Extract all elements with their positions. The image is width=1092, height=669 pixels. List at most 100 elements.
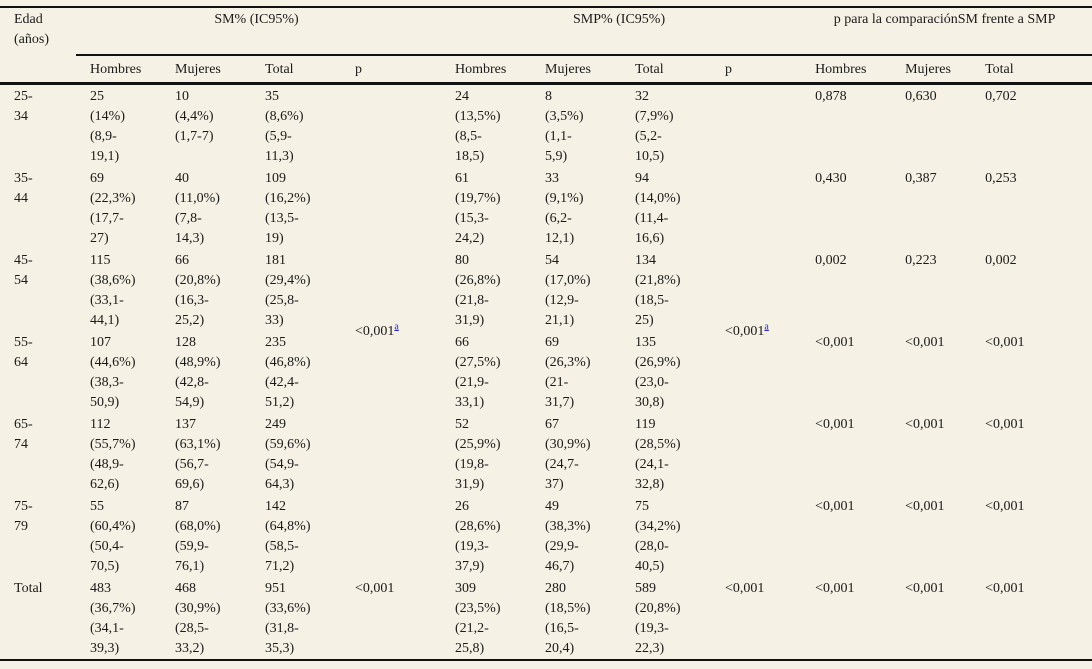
smp-total-cell: 119 (28,5%) (24,1- 32,8) <box>635 417 681 492</box>
p-smp-value: <0,001 <box>725 324 765 339</box>
age-cell: 75- 79 <box>14 499 33 534</box>
p-sm-value: <0,001 <box>355 324 395 339</box>
sm-hombres-cell: 115 (38,6%) (33,1- 44,1) <box>90 253 136 328</box>
table-row-45-54: 45- 54 115 (38,6%) (33,1- 44,1) 66 (20,8… <box>0 249 1092 331</box>
p-sm-total-cell: <0,001 <box>341 577 442 661</box>
header-group-row: Edad (años) SM% (IC95%) SMP% (IC95%) p p… <box>0 7 1092 85</box>
age-column-header: Edad (años) <box>0 7 76 85</box>
sm-p-header: p <box>341 55 442 85</box>
smp-hombres-cell: 309 (23,5%) (21,2- 25,8) <box>441 577 532 661</box>
pcomp-hombres-cell: <0,001 <box>815 335 855 350</box>
age-cell: 45- 54 <box>14 253 33 288</box>
smp-total-cell: 94 (14,0%) (11,4- 16,6) <box>635 171 681 246</box>
smp-total-cell: 589 (20,8%) (19,3- 22,3) <box>621 577 712 661</box>
p-sm-merged-cell: <0,001a <box>341 84 441 578</box>
smp-total-cell: 134 (21,8%) (18,5- 25) <box>635 253 681 328</box>
sm-group-header: SM% (IC95%) <box>76 7 442 56</box>
pcomp-hombres-cell: <0,001 <box>815 417 855 432</box>
sm-total-cell: 109 (16,2%) (13,5- 19) <box>265 171 311 246</box>
smp-mujeres-cell: 54 (17,0%) (12,9- 21,1) <box>545 253 591 328</box>
smp-hombres-cell: 26 (28,6%) (19,3- 37,9) <box>455 499 501 574</box>
smp-group-header: SMP% (IC95%) <box>441 7 802 56</box>
age-cell: Total <box>0 577 76 661</box>
comparison-group-header: p para la comparaciónSM frente a SMP <box>801 7 1092 56</box>
pcomp-total-cell: <0,001 <box>971 577 1092 661</box>
sm-mujeres-header: Mujeres <box>161 55 251 85</box>
pcomp-hombres-cell: <0,001 <box>801 577 892 661</box>
comp-total-header: Total <box>971 55 1092 85</box>
table-row-75-79: 75- 79 55 (60,4%) (50,4- 70,5) 87 (68,0%… <box>0 495 1092 577</box>
sm-hombres-cell: 25 (14%) (8,9- 19,1) <box>90 89 125 164</box>
age-cell: 65- 74 <box>14 417 33 452</box>
pcomp-mujeres-cell: <0,001 <box>891 577 972 661</box>
pcomp-mujeres-cell: <0,001 <box>905 335 945 350</box>
pcomp-total-cell: <0,001 <box>985 499 1025 514</box>
header-sub-row: Hombres Mujeres Total p Hombres Mujeres … <box>0 55 1092 85</box>
smp-mujeres-cell: 69 (26,3%) (21- 31,7) <box>545 335 591 410</box>
sm-mujeres-cell: 40 (11,0%) (7,8- 14,3) <box>175 171 220 246</box>
sm-hombres-cell: 69 (22,3%) (17,7- 27) <box>90 171 136 246</box>
pcomp-mujeres-cell: 0,387 <box>905 171 937 186</box>
sm-mujeres-cell: 10 (4,4%) (1,7-7) <box>175 89 214 144</box>
pcomp-total-cell: 0,253 <box>985 171 1017 186</box>
sm-total-cell: 181 (29,4%) (25,8- 33) <box>265 253 311 328</box>
p-smp-merged-cell: <0,001a <box>711 84 801 578</box>
p-smp-total-cell: <0,001 <box>711 577 802 661</box>
age-cell: 55- 64 <box>14 335 33 370</box>
smp-mujeres-cell: 67 (30,9%) (24,7- 37) <box>545 417 591 492</box>
smp-hombres-cell: 66 (27,5%) (21,9- 33,1) <box>455 335 501 410</box>
footnote-a-link[interactable]: a <box>764 321 769 333</box>
pcomp-total-cell: <0,001 <box>985 417 1025 432</box>
sm-mujeres-cell: 128 (48,9%) (42,8- 54,9) <box>175 335 221 410</box>
sm-hombres-cell: 483 (36,7%) (34,1- 39,3) <box>76 577 161 661</box>
pcomp-hombres-cell: 0,878 <box>815 89 847 104</box>
smp-hombres-cell: 52 (25,9%) (19,8- 31,9) <box>455 417 501 492</box>
smp-hombres-cell: 24 (13,5%) (8,5- 18,5) <box>455 89 501 164</box>
sm-mujeres-cell: 66 (20,8%) (16,3- 25,2) <box>175 253 221 328</box>
table-row-total: Total 483 (36,7%) (34,1- 39,3) 468 (30,9… <box>0 577 1092 661</box>
smp-mujeres-cell: 33 (9,1%) (6,2- 12,1) <box>545 171 584 246</box>
smp-hombres-header: Hombres <box>441 55 532 85</box>
pcomp-mujeres-cell: <0,001 <box>905 499 945 514</box>
smp-p-header: p <box>711 55 802 85</box>
smp-total-cell: 135 (26,9%) (23,0- 30,8) <box>635 335 681 410</box>
sm-hombres-cell: 112 (55,7%) (48,9- 62,6) <box>90 417 136 492</box>
smp-total-cell: 32 (7,9%) (5,2- 10,5) <box>635 89 674 164</box>
smp-hombres-cell: 80 (26,8%) (21,8- 31,9) <box>455 253 501 328</box>
data-table: Edad (años) SM% (IC95%) SMP% (IC95%) p p… <box>0 6 1092 661</box>
sm-total-cell: 951 (33,6%) (31,8- 35,3) <box>251 577 341 661</box>
footnote-a-link[interactable]: a <box>394 321 399 333</box>
smp-total-cell: 75 (34,2%) (28,0- 40,5) <box>635 499 681 574</box>
sm-total-cell: 35 (8,6%) (5,9- 11,3) <box>265 89 304 164</box>
sm-mujeres-cell: 137 (63,1%) (56,7- 69,6) <box>175 417 221 492</box>
smp-mujeres-cell: 49 (38,3%) (29,9- 46,7) <box>545 499 591 574</box>
sm-hombres-header: Hombres <box>76 55 161 85</box>
sm-total-header: Total <box>251 55 341 85</box>
pcomp-mujeres-cell: 0,630 <box>905 89 937 104</box>
pcomp-hombres-cell: 0,430 <box>815 171 847 186</box>
table-row-65-74: 65- 74 112 (55,7%) (48,9- 62,6) 137 (63,… <box>0 413 1092 495</box>
pcomp-hombres-cell: <0,001 <box>815 499 855 514</box>
pcomp-total-cell: 0,002 <box>985 253 1017 268</box>
pcomp-mujeres-cell: <0,001 <box>905 417 945 432</box>
sm-hombres-cell: 107 (44,6%) (38,3- 50,9) <box>90 335 136 410</box>
smp-hombres-cell: 61 (19,7%) (15,3- 24,2) <box>455 171 501 246</box>
table-row-25-34: 25- 34 25 (14%) (8,9- 19,1) 10 (4,4%) (1… <box>0 84 1092 339</box>
sm-hombres-cell: 55 (60,4%) (50,4- 70,5) <box>90 499 136 574</box>
pcomp-hombres-cell: 0,002 <box>815 253 847 268</box>
table-row-35-44: 35- 44 69 (22,3%) (17,7- 27) 40 (11,0%) … <box>0 167 1092 249</box>
pcomp-mujeres-cell: 0,223 <box>905 253 937 268</box>
pcomp-total-cell: <0,001 <box>985 335 1025 350</box>
table-row-55-64: 55- 64 107 (44,6%) (38,3- 50,9) 128 (48,… <box>0 331 1092 413</box>
age-cell: 35- 44 <box>14 171 33 206</box>
sm-mujeres-cell: 468 (30,9%) (28,5- 33,2) <box>161 577 251 661</box>
sm-total-cell: 235 (46,8%) (42,4- 51,2) <box>265 335 311 410</box>
pcomp-total-cell: 0,702 <box>985 89 1017 104</box>
comp-mujeres-header: Mujeres <box>891 55 972 85</box>
age-cell: 25- 34 <box>14 89 33 124</box>
sm-mujeres-cell: 87 (68,0%) (59,9- 76,1) <box>175 499 221 574</box>
smp-total-header: Total <box>621 55 712 85</box>
comp-hombres-header: Hombres <box>801 55 892 85</box>
smp-mujeres-header: Mujeres <box>531 55 622 85</box>
